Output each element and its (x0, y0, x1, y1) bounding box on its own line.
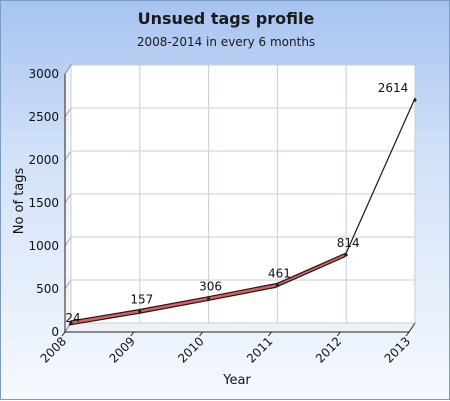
data-label: 2614 (378, 81, 409, 95)
x-tick-mark (61, 331, 66, 337)
series-ribbon (68, 97, 416, 326)
y-tick-label: 0 (51, 325, 59, 339)
x-tick-mark (267, 331, 272, 337)
data-labels: 24 157 306 461 814 2614 (65, 81, 408, 325)
y-tick-label: 1500 (28, 196, 59, 210)
x-tick-label: 2011 (244, 334, 275, 365)
data-point (344, 253, 348, 257)
gridline-y-depth (64, 107, 72, 118)
x-tick-mark (336, 331, 341, 337)
y-tick-label: 3000 (28, 67, 59, 81)
axes (61, 74, 410, 337)
data-point (138, 309, 142, 313)
plot-floor (64, 322, 416, 333)
y-ticks: 0 500 1000 1500 2000 2500 3000 (28, 67, 59, 339)
data-point (207, 297, 211, 301)
x-tick-label: 2013 (382, 334, 413, 365)
data-point (413, 98, 417, 102)
gridline-y-depth (64, 64, 72, 75)
data-label: 814 (337, 236, 360, 250)
chart-title: Unsued tags profile (138, 9, 315, 28)
y-tick-label: 2000 (28, 153, 59, 167)
data-label: 461 (268, 266, 291, 280)
gridline-y-depth (64, 150, 72, 161)
data-label: 306 (199, 280, 222, 294)
x-tick-mark (199, 331, 204, 337)
gridline-y-depth (64, 193, 72, 204)
x-tick-label: 2012 (313, 334, 344, 365)
x-axis-title: Year (222, 373, 251, 388)
data-label: 157 (130, 292, 153, 306)
x-tick-mark (130, 331, 135, 337)
y-tick-label: 1000 (28, 239, 59, 253)
chart-subtitle: 2008-2014 in every 6 months (137, 35, 315, 49)
x-tick-label: 2010 (175, 334, 206, 365)
data-label: 24 (65, 311, 80, 325)
gridline-y-depth (64, 279, 72, 290)
y-axis-title: No of tags (12, 167, 27, 234)
data-point (275, 283, 279, 287)
y-tick-label: 500 (36, 282, 59, 296)
data-point (69, 321, 73, 325)
grid (64, 63, 416, 334)
x-tick-label: 2009 (106, 334, 137, 365)
series-line (68, 97, 417, 326)
x-tick-mark (405, 331, 410, 337)
gridline-y-depth (64, 236, 72, 247)
x-ticks: 2008 2009 2010 2011 2012 2013 (38, 334, 413, 365)
y-tick-label: 2500 (28, 110, 59, 124)
